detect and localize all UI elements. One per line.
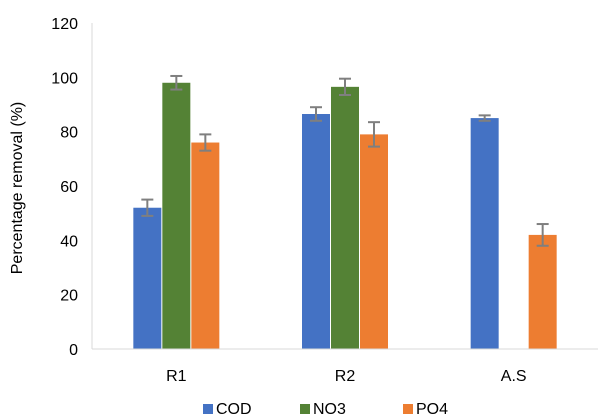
error-bar-no3-r2 [339,77,351,96]
legend-label: PO4 [416,401,448,418]
error-bar-po4-r2 [368,121,380,148]
legend-label: NO3 [313,401,346,418]
legend-swatch [203,404,213,414]
y-tick-label: 120 [51,16,78,33]
error-bars-group [141,74,549,247]
legend-swatch [403,404,413,414]
y-tick-label: 100 [51,70,78,87]
x-tick-label: R1 [166,368,187,385]
error-bar-cod-r1 [141,198,154,217]
legend-item-no3: NO3 [300,401,346,418]
error-bar-no3-r1 [170,74,183,91]
error-bar-po4-r1 [199,133,212,152]
bar-no3-r1 [162,82,191,350]
y-tick-label: 40 [60,233,78,250]
legend-item-po4: PO4 [403,401,448,418]
bar-po4-r1 [191,142,220,349]
y-axis-ticks: 0 20 40 60 80 100 120 [51,16,78,359]
y-axis-title: Percentage removal (%) [9,102,26,275]
legend-label: COD [216,401,252,418]
bar-cod-as [470,118,499,349]
bar-po4-r2 [360,134,388,349]
legend-item-cod: COD [203,401,252,418]
legend: COD NO3 PO4 [203,401,448,418]
error-bar-cod-r2 [310,106,322,122]
error-bar-po4-as [536,223,549,247]
legend-swatch [300,404,310,414]
y-tick-label: 0 [69,342,78,359]
y-tick-label: 20 [60,288,78,305]
bar-po4-as [528,234,557,349]
bar-cod-r2 [302,114,330,349]
error-bar-cod-as [478,114,491,122]
y-tick-label: 60 [60,179,78,196]
bar-cod-r1 [133,207,162,349]
bars-group [133,82,557,350]
x-tick-label: R2 [335,368,356,385]
bar-no3-r2 [331,86,359,349]
x-tick-label: A.S [501,368,527,385]
y-tick-label: 80 [60,125,78,142]
x-axis-ticks: R1 R2 A.S [166,368,526,385]
